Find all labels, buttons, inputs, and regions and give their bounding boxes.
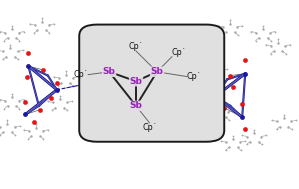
Text: Sb: Sb <box>129 77 143 86</box>
FancyBboxPatch shape <box>79 25 224 142</box>
Text: Cp˙: Cp˙ <box>74 70 88 79</box>
Text: Sb: Sb <box>103 67 116 76</box>
Text: Sb: Sb <box>150 67 164 76</box>
Text: Cp˙: Cp˙ <box>187 72 202 81</box>
Text: Cp˙: Cp˙ <box>142 123 157 132</box>
Text: Cp˙: Cp˙ <box>172 48 187 57</box>
Text: Cp˙: Cp˙ <box>129 42 144 51</box>
Text: Sb: Sb <box>129 101 143 110</box>
